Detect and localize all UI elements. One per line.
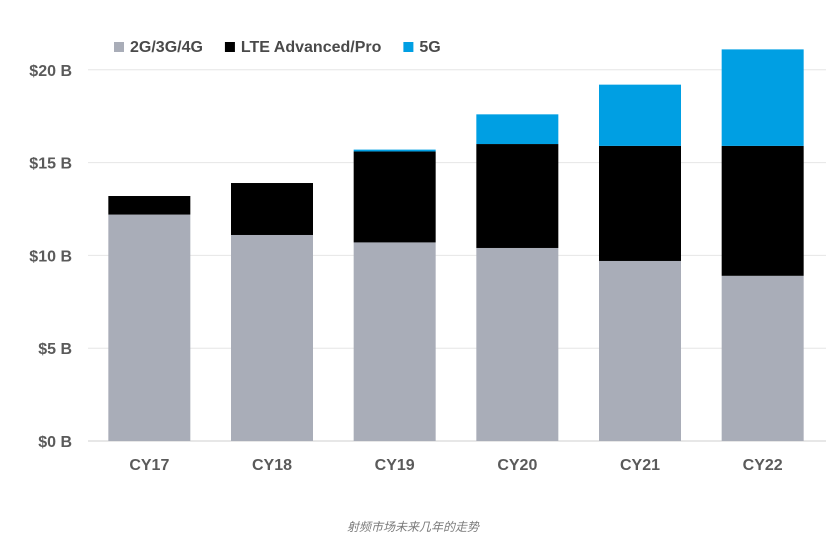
legend-swatch: [403, 42, 414, 52]
bar-segment: [721, 275, 804, 441]
x-tick-label: CY20: [497, 457, 537, 474]
bar-segment: [108, 214, 191, 441]
y-tick-label: $5 B: [38, 341, 72, 358]
bar-segment: [353, 242, 436, 441]
legend-swatch: [224, 42, 235, 52]
x-tick-label: CY22: [743, 457, 783, 474]
bar-segment: [599, 260, 681, 441]
bar-segment: [108, 196, 191, 215]
x-tick-label: CY18: [252, 457, 292, 474]
legend-label: LTE Advanced/Pro: [241, 39, 382, 56]
figure-caption: 射频市场未来几年的走势: [346, 520, 479, 534]
legend-label: 5G: [419, 39, 440, 56]
bar-segment: [721, 49, 804, 146]
bar-segment: [353, 151, 436, 243]
y-tick-label: $10 B: [29, 248, 72, 265]
y-axis-ticks: $0 B $5 B $10 B $15 B $20 B: [29, 63, 72, 451]
y-tick-label: $15 B: [29, 156, 72, 173]
bar-segment: [599, 145, 681, 261]
bar-segment: [599, 84, 681, 146]
x-tick-label: CY21: [620, 457, 660, 474]
bar-segment: [721, 145, 804, 276]
bar-segment: [476, 144, 559, 248]
legend-swatch: [114, 42, 124, 52]
y-tick-label: $20 B: [29, 63, 72, 80]
legend: 2G/3G/4G LTE Advanced/Pro 5G: [114, 39, 441, 56]
bar-segment: [353, 149, 436, 152]
legend-label: 2G/3G/4G: [130, 39, 203, 56]
bar-segment: [231, 234, 313, 441]
x-tick-label: CY19: [375, 457, 415, 474]
bar-segment: [476, 247, 559, 441]
gridlines: [88, 69, 826, 442]
y-tick-label: $0 B: [38, 434, 72, 451]
bar-segment: [231, 183, 313, 235]
bar-segment: [476, 114, 559, 145]
x-tick-label: CY17: [129, 457, 169, 474]
bars: [108, 49, 804, 441]
x-axis-ticks: CY17 CY18 CY19 CY20 CY21 CY22: [129, 457, 782, 474]
